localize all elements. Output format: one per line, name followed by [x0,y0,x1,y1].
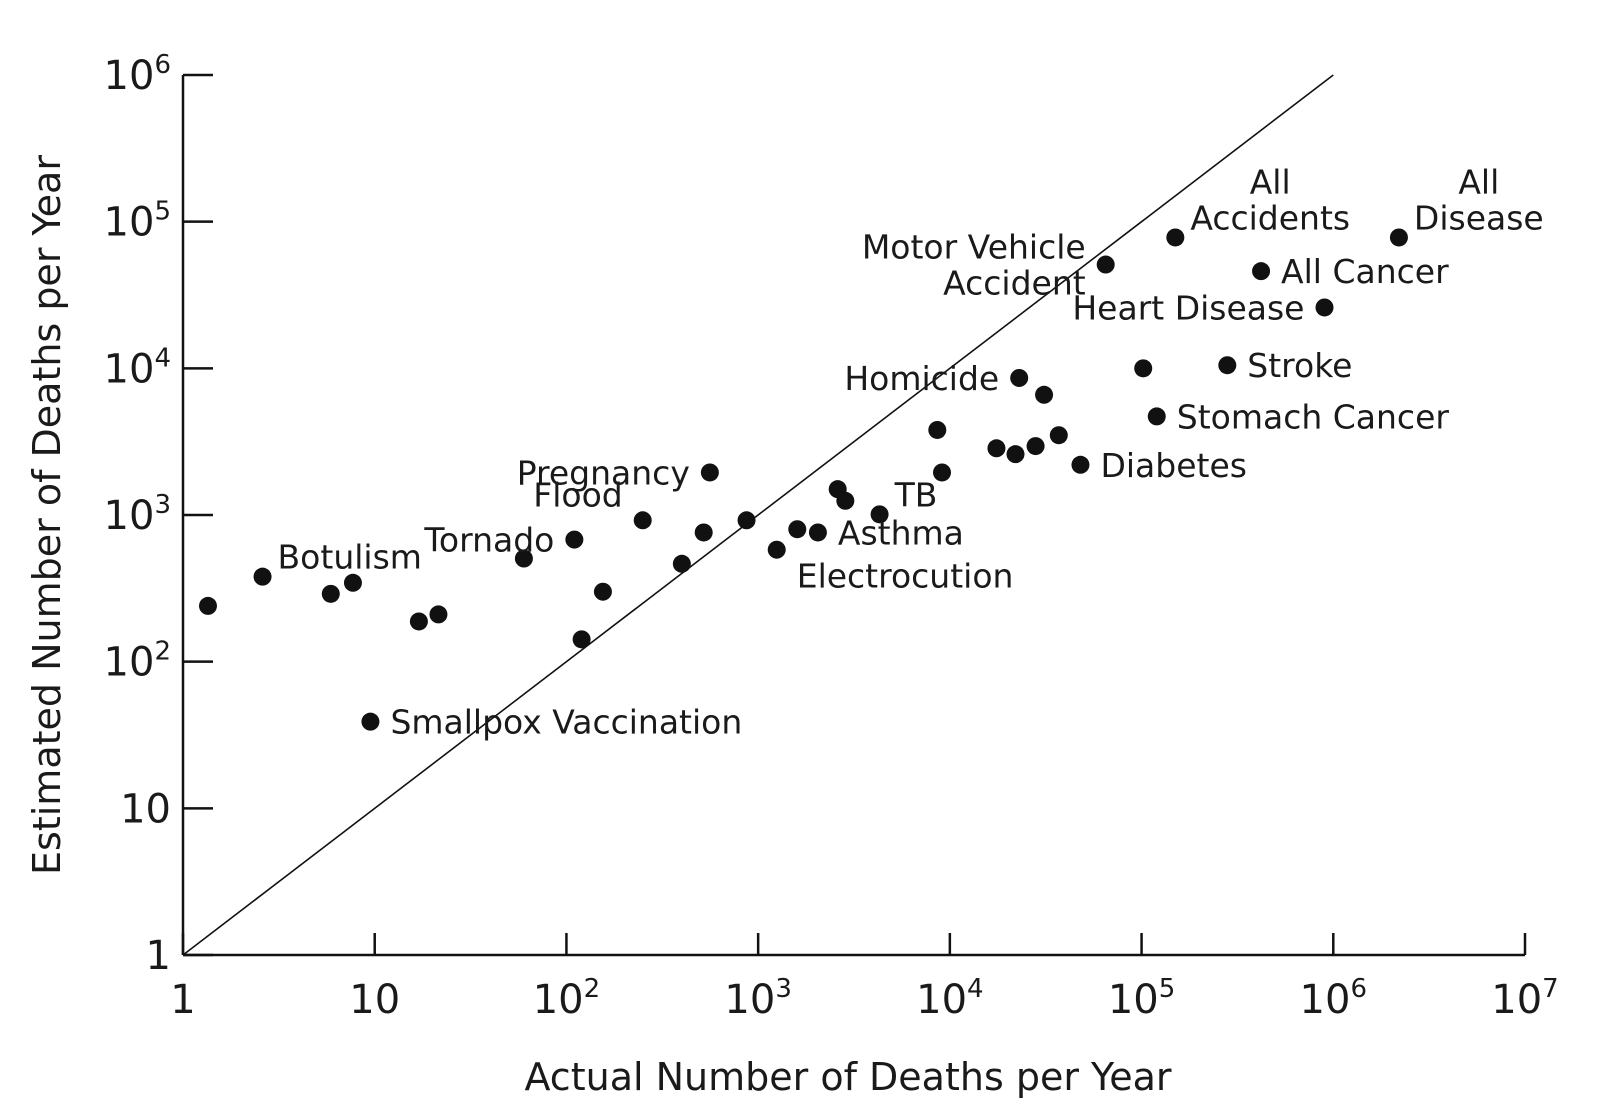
data-point [836,491,855,510]
point-label: Stomach Cancer [1177,397,1450,436]
point-label: Motor Vehicle [862,228,1086,267]
axes: 1 10 102 103 104 105 106 107 1 10 102 103 104 105 106 [104,50,1559,1023]
point-label: Asthma [838,513,964,552]
data-point [1147,407,1166,426]
point-label: Smallpox Vaccination [390,703,742,742]
data-point [343,573,362,592]
point-label: Accidents [1190,198,1350,237]
data-point [808,523,827,542]
y-tick-label: 106 [104,50,171,99]
data-point [361,712,380,731]
point-label: All [1458,162,1499,201]
x-tick-label: 102 [533,974,600,1023]
data-point [700,463,719,482]
y-tick-label: 103 [104,490,171,539]
point-label: All Cancer [1281,252,1449,291]
point-label: Heart Disease [1072,288,1304,327]
data-point [737,511,756,530]
point-label: Pregnancy [517,453,690,492]
x-tick-label: 105 [1108,974,1175,1023]
data-point [694,523,713,542]
x-tick-label: 103 [724,974,791,1023]
point-label: Homicide [844,359,999,398]
data-point [767,540,786,559]
data-point [788,520,807,539]
x-tick-label: 106 [1300,974,1367,1023]
data-point [514,549,533,568]
data-point [928,420,947,439]
x-axis-title: Actual Number of Deaths per Year [524,1055,1171,1099]
data-point [1071,455,1090,474]
x-tick-label: 104 [916,974,983,1023]
data-point [1026,437,1045,456]
y-tick-label: 1 [146,933,171,979]
data-point [1096,255,1115,274]
data-point [1389,228,1408,247]
data-points [198,228,1408,731]
point-label: Botulism [278,538,422,577]
data-point [987,439,1006,458]
y-tick-label: 104 [104,343,171,392]
x-tick-label: 107 [1491,974,1558,1023]
data-point [1315,298,1334,317]
data-point [1006,445,1025,464]
data-point [429,605,448,624]
point-label: Flood [533,475,622,514]
data-point [672,554,691,573]
y-axis-title: Estimated Number of Deaths per Year [25,155,69,875]
data-point [1010,368,1029,387]
data-point [1218,356,1237,375]
data-point [633,511,652,530]
y-tick-label: 10 [120,786,171,832]
data-point [1252,262,1271,281]
y-tick-label: 105 [104,197,171,246]
data-point [1166,228,1185,247]
reference-line-group [182,74,1334,956]
data-point [1035,385,1054,404]
x-tick-label: 10 [349,977,400,1023]
data-point [1134,359,1153,378]
data-point [253,567,272,586]
point-label: Tornado [423,521,554,560]
data-point [1049,426,1068,445]
y-tick-label: 102 [104,637,171,686]
data-point [870,505,889,524]
point-labels: Smallpox Vaccination Botulism Tornado Flood… [278,162,1544,741]
point-label: All [1250,162,1291,201]
data-point [565,530,584,549]
point-label: TB [894,475,938,514]
data-point [198,596,217,615]
x-tick-label: 1 [170,977,195,1023]
point-label: Electrocution [797,557,1014,596]
data-point [409,612,428,631]
data-point [321,584,340,603]
point-label: Disease [1414,198,1544,237]
point-label: Accident [943,264,1086,303]
point-label: Diabetes [1100,446,1247,485]
equality-line [182,74,1334,956]
data-point [572,630,591,649]
data-point [933,463,952,482]
point-label: Stroke [1247,346,1352,385]
data-point [593,582,612,601]
